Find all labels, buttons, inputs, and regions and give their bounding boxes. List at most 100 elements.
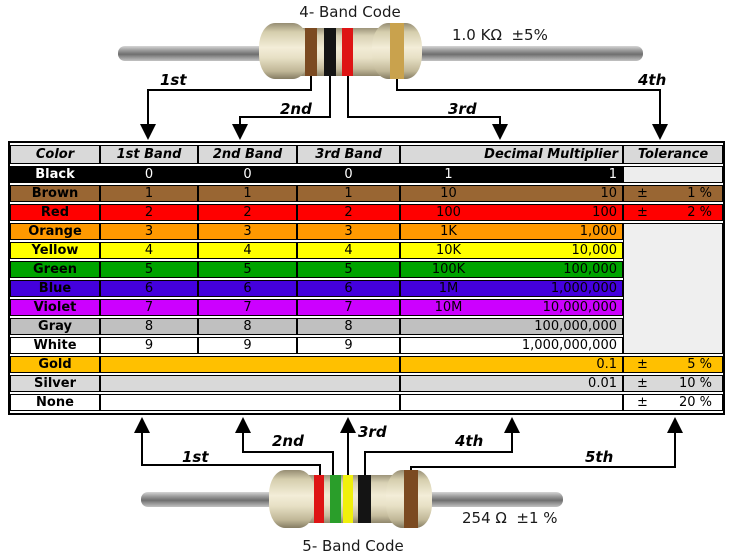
resistor-lead-left [118,46,270,61]
tolerance-cell: ±20 % [623,394,723,411]
multiplier-cell: 1M 1,000,000 [400,280,623,297]
resistor-cap-left [269,470,315,528]
row-gray: Gray 8 8 8 100,000,000 [10,318,723,335]
row-silver: Silver 0.01 ±10 % [10,375,723,392]
tolerance-cell: ±2 % [623,204,723,221]
multiplier-cell: 0.1 [400,356,623,373]
band2-cell: 8 [198,318,297,335]
bands-merged-cell [100,375,400,392]
arrow-label-2nd-bottom: 2nd [272,432,304,450]
row-green: Green 5 5 5 100K 100,000 [10,261,723,278]
band2-cell: 6 [198,280,297,297]
bands-merged-cell [100,394,400,411]
band1-cell: 1 [100,185,198,202]
four-band-value-label: 1.0 KΩ ±5% [452,26,548,44]
row-brown: Brown 1 1 1 10 10 ±1 % [10,185,723,202]
multiplier-cell: 10M 10,000,000 [400,299,623,316]
arrow-1st-bottom [134,417,150,433]
band1-cell: 3 [100,223,198,240]
row-violet: Violet 7 7 7 10M 10,000,000 [10,299,723,316]
resistor-lead-right [414,46,643,61]
color-cell: Orange [10,223,100,240]
multiplier-cell: 1,000,000,000 [400,337,623,354]
arrow-label-3rd-top: 3rd [448,100,477,118]
tolerance-cell: ±1 % [623,185,723,202]
tolerance-cell: ±10 % [623,375,723,392]
bands-merged-cell [100,356,400,373]
band-red-icon [314,475,324,523]
multiplier-cell: 10K 10,000 [400,242,623,259]
arrow-label-2nd-top: 2nd [280,100,312,118]
band3-cell: 9 [297,337,400,354]
band-gold-icon [390,23,404,79]
band2-cell: 9 [198,337,297,354]
multiplier-cell: 100 100 [400,204,623,221]
header-decimal-multiplier: Decimal Multiplier [400,145,623,164]
row-blue: Blue 6 6 6 1M 1,000,000 [10,280,723,297]
row-orange: Orange 3 3 3 1K 1,000 [10,223,723,354]
multiplier-cell [400,394,623,411]
arrow-label-4th-bottom: 4th [455,432,484,450]
row-yellow: Yellow 4 4 4 10K 10,000 [10,242,723,259]
arrow-label-1st-top: 1st [160,71,187,89]
band2-cell: 7 [198,299,297,316]
band1-cell: 7 [100,299,198,316]
color-cell: None [10,394,100,411]
band2-cell: 1 [198,185,297,202]
band-black-icon [358,475,371,523]
multiplier-cell: 0.01 [400,375,623,392]
row-none: None ±20 % [10,394,723,411]
arrow-2nd-top [232,124,248,140]
arrow-3rd-top [492,124,508,140]
multiplier-cell: 1K 1,000 [400,223,623,240]
header-1st-band: 1st Band [100,145,198,164]
row-gold: Gold 0.1 ±5 % [10,356,723,373]
band3-cell: 5 [297,261,400,278]
header-2nd-band: 2nd Band [198,145,297,164]
band1-cell: 5 [100,261,198,278]
arrow-1st-top [140,124,156,140]
band-black-icon [324,28,336,76]
band-brown-icon [305,28,317,76]
arrow-label-3rd-bottom: 3rd [358,423,387,441]
band1-cell: 6 [100,280,198,297]
arrow-5th-bottom [667,417,683,433]
band3-cell: 8 [297,318,400,335]
arrow-4th-top [652,124,668,140]
band1-cell: 9 [100,337,198,354]
color-cell: Blue [10,280,100,297]
resistor-cap-left [259,23,309,79]
color-cell: Brown [10,185,100,202]
band2-cell: 2 [198,204,297,221]
band3-cell: 0 [297,166,400,183]
color-cell: Red [10,204,100,221]
five-band-value-label: 254 Ω ±1 % [462,509,558,527]
band2-cell: 4 [198,242,297,259]
band-brown-icon [404,470,418,528]
header-3rd-band: 3rd Band [297,145,400,164]
band3-cell: 1 [297,185,400,202]
band-red-icon [342,28,353,76]
band1-cell: 2 [100,204,198,221]
band2-cell: 3 [198,223,297,240]
multiplier-cell: 100,000,000 [400,318,623,335]
row-white: White 9 9 9 1,000,000,000 [10,337,723,354]
header-color: Color [10,145,100,164]
band3-cell: 3 [297,223,400,240]
multiplier-cell: 100K 100,000 [400,261,623,278]
band3-cell: 6 [297,280,400,297]
arrow-3rd-bottom [340,417,356,433]
four-band-code-title: 4- Band Code [299,3,401,21]
header-tolerance: Tolerance [623,145,723,164]
color-cell: Green [10,261,100,278]
color-cell: Yellow [10,242,100,259]
arrow-4th-bottom [504,417,520,433]
band3-cell: 2 [297,204,400,221]
color-cell: Gold [10,356,100,373]
tolerance-cell [623,166,723,183]
band2-cell: 5 [198,261,297,278]
row-red: Red 2 2 2 100 100 ±2 % [10,204,723,221]
color-cell: Silver [10,375,100,392]
